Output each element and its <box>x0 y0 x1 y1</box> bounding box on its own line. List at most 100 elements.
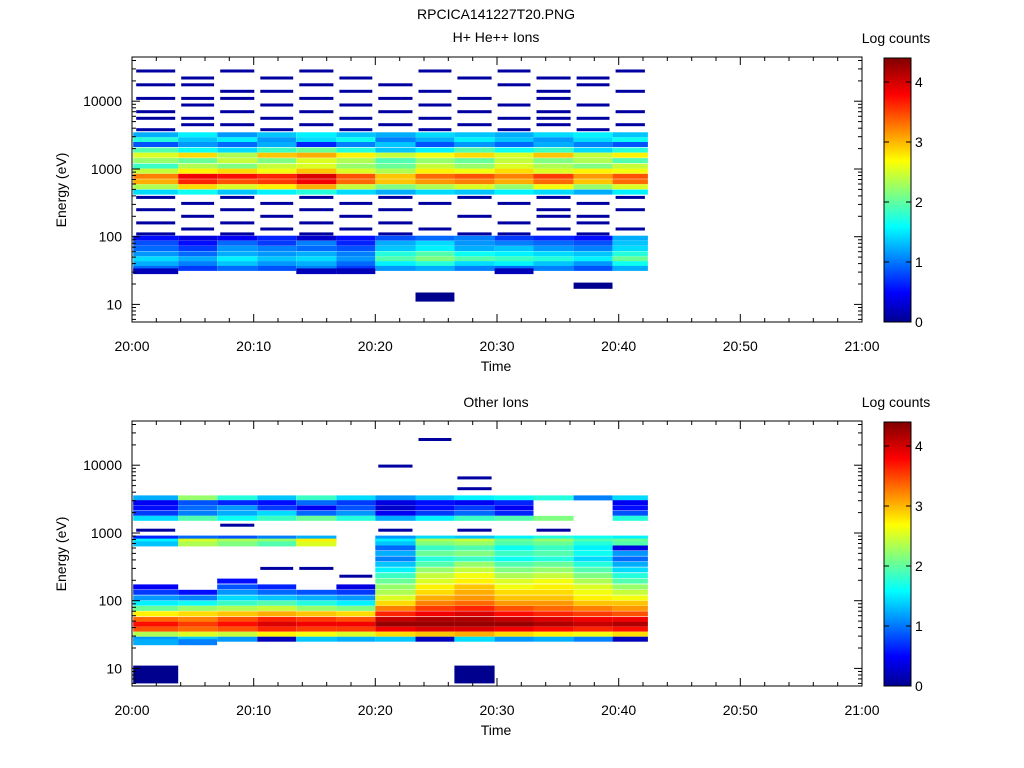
heatmap-cell <box>217 240 258 246</box>
heatmap-cell <box>378 208 413 212</box>
heatmap-cell <box>339 89 373 93</box>
heatmap-cell <box>454 184 495 190</box>
heatmap-cell <box>533 605 574 611</box>
heatmap-cell <box>375 567 416 573</box>
heatmap-cell <box>181 116 215 120</box>
heatmap-cell <box>220 221 255 225</box>
heatmap-cell <box>494 550 534 556</box>
heatmap-cell <box>415 541 455 547</box>
heatmap-cell <box>454 235 495 241</box>
heatmap-cell <box>375 235 416 241</box>
heatmap-cell <box>494 495 534 501</box>
heatmap-cell <box>220 96 255 100</box>
heatmap-cell <box>612 246 648 251</box>
heatmap-cell <box>181 103 215 107</box>
heatmap-cell <box>454 595 495 601</box>
heatmap-cell <box>336 584 376 590</box>
heatmap-cell <box>217 631 258 637</box>
heatmap-cell <box>336 173 376 179</box>
heatmap-cell <box>454 168 495 174</box>
heatmap-cell <box>415 550 455 556</box>
heatmap-cell <box>573 184 613 190</box>
heatmap-cell <box>494 584 534 590</box>
heatmap-cell <box>418 201 452 205</box>
heatmap-cell <box>336 500 376 506</box>
heatmap-cell <box>178 240 218 246</box>
heatmap-cell <box>375 573 416 579</box>
heatmap-cell <box>454 636 495 642</box>
heatmap-cell <box>217 261 258 267</box>
heatmap-cell <box>296 240 337 246</box>
heatmap-cell <box>533 137 574 143</box>
heatmap-cell <box>296 538 337 544</box>
heatmap-cell <box>454 573 495 579</box>
heatmap-cell <box>339 128 373 132</box>
heatmap-cell <box>136 208 176 212</box>
heatmap-cell <box>336 235 376 241</box>
heatmap-cell <box>133 168 179 174</box>
heatmap-cell <box>375 621 416 627</box>
heatmap-cell <box>573 541 613 547</box>
heatmap-cell <box>536 110 571 114</box>
colorbar-tick-label: 4 <box>915 438 923 454</box>
heatmap-cell <box>299 232 334 236</box>
colorbar-tick-label: 0 <box>915 314 923 330</box>
heatmap-cell <box>257 541 297 547</box>
heatmap-cell <box>533 611 574 617</box>
heatmap-cell <box>415 505 455 511</box>
heatmap-cell <box>133 158 179 164</box>
heatmap-cell <box>454 567 495 573</box>
y-tick-label: 10 <box>106 660 122 676</box>
heatmap-cell <box>454 505 495 511</box>
heatmap-cell <box>612 132 648 138</box>
heatmap-cell <box>133 137 179 143</box>
heatmap-cell <box>296 152 337 158</box>
heatmap-cell <box>296 256 337 262</box>
heatmap-cell <box>375 246 416 251</box>
heatmap-cell <box>336 611 376 617</box>
heatmap-cell <box>415 158 455 164</box>
heatmap-cell <box>336 616 376 622</box>
heatmap-cell <box>217 147 258 153</box>
x-tick-label: 20:30 <box>479 702 514 718</box>
heatmap-cell <box>217 589 258 595</box>
heatmap-cell <box>454 541 495 547</box>
heatmap-cell <box>454 251 495 257</box>
heatmap-cell <box>457 528 492 532</box>
heatmap-cell <box>178 541 218 547</box>
heatmap-cell <box>375 251 416 257</box>
heatmap-cell <box>497 69 531 73</box>
heatmap-cell <box>576 83 610 87</box>
heatmap-cell <box>257 600 297 606</box>
heatmap-cell <box>296 500 337 506</box>
heatmap-cell <box>573 556 613 562</box>
heatmap-cell <box>415 152 455 158</box>
heatmap-cell <box>533 246 574 251</box>
heatmap-cell <box>494 545 534 551</box>
heatmap-cell <box>612 535 648 541</box>
heatmap-cell <box>612 240 648 246</box>
y-tick-label: 10000 <box>83 93 122 109</box>
heatmap-cell <box>260 89 294 93</box>
heatmap-cell <box>257 515 297 521</box>
heatmap-cell <box>415 510 455 516</box>
heatmap-cell <box>178 163 218 169</box>
heatmap-cell <box>533 584 574 590</box>
heatmap-cell <box>497 116 531 120</box>
heatmap-cell <box>378 123 413 127</box>
x-tick-label: 20:40 <box>601 702 636 718</box>
heatmap-cell <box>454 589 495 595</box>
y-ticks: 10 100 1000 10000 <box>83 60 862 320</box>
heatmap-cell <box>299 96 334 100</box>
heatmap-cell <box>336 261 376 267</box>
heatmap-cell <box>375 505 416 511</box>
heatmap-cell <box>133 639 179 646</box>
heatmap-cell <box>573 137 613 143</box>
heatmap-cell <box>415 636 455 642</box>
heatmap-cell <box>220 523 255 527</box>
heatmap-cell <box>339 227 373 231</box>
heatmap-cell <box>494 500 534 506</box>
heatmap-cell <box>415 500 455 506</box>
heatmap-cell <box>612 142 648 147</box>
